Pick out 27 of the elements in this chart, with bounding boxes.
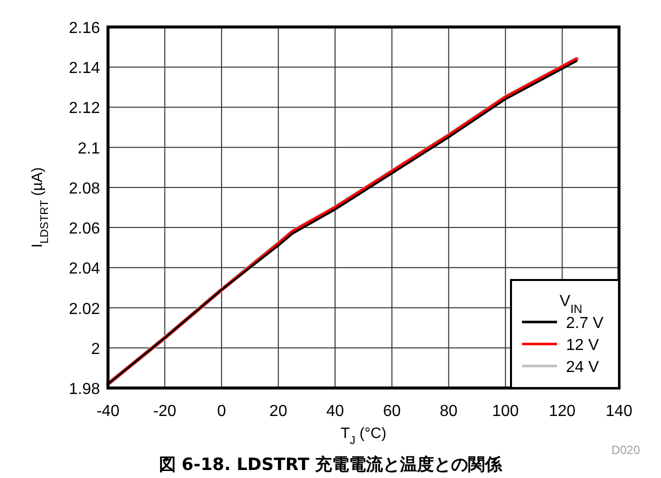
y-tick-label: 2.08 — [68, 180, 100, 198]
text: 図 6-18. LDSTRT 充電電流と温度との関係 — [158, 455, 504, 475]
text: D020 — [611, 443, 640, 457]
x-tick-label: -40 — [96, 403, 120, 420]
x-axis-title: T$_{J}$ (°C) — [340, 425, 386, 447]
y-tick-label: 2.06 — [68, 220, 100, 238]
y-tick-label: 2.04 — [68, 260, 100, 278]
y-tick-label: 2 — [91, 340, 100, 358]
x-tick-label: -20 — [153, 403, 176, 420]
x-tick-label: 140 — [606, 403, 632, 420]
legend-label: 2.7 V — [566, 315, 604, 332]
x-tick-label: 60 — [382, 403, 401, 420]
y-tick-label: 2.02 — [68, 300, 100, 318]
y-tick-label: 2.14 — [68, 60, 100, 78]
y-tick-label: 2.12 — [68, 100, 100, 118]
y-tick-label: 2.16 — [68, 20, 100, 37]
y-tick-label: 2.1 — [78, 140, 100, 158]
y-tick-label: 1.98 — [68, 381, 100, 398]
legend-title: V$_{IN}$ — [560, 293, 582, 316]
x-tick-label: 0 — [217, 403, 226, 420]
x-tick-label: 100 — [492, 403, 519, 420]
x-tick-label: 120 — [548, 403, 576, 420]
x-tick-label: 40 — [326, 403, 344, 420]
legend-label: 24 V — [566, 359, 600, 376]
x-tick-label: 20 — [269, 403, 288, 420]
legend-label: 12 V — [566, 337, 600, 354]
x-tick-label: 80 — [440, 403, 458, 420]
